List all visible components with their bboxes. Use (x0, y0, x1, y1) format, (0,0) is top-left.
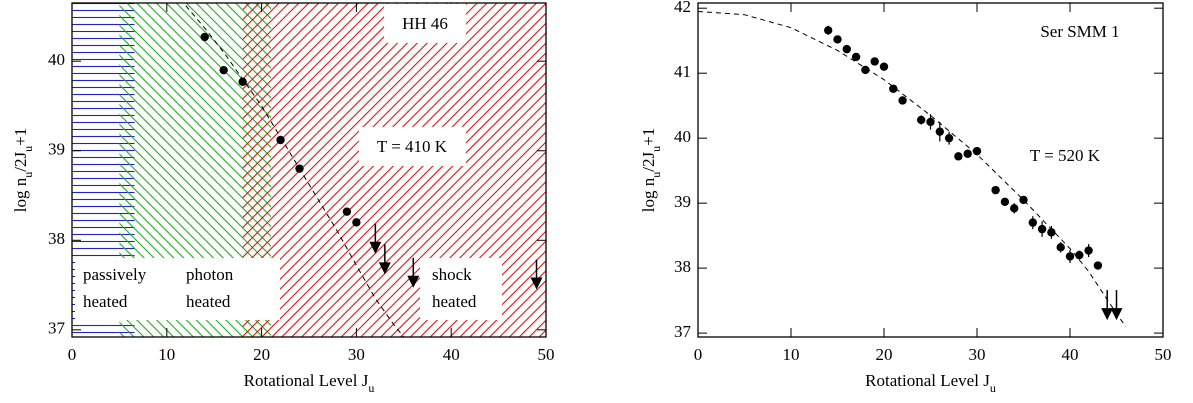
data-point (917, 115, 926, 125)
x-tick-label: 20 (876, 345, 893, 364)
upper-limit-arrow (1101, 308, 1114, 321)
y-tick-label: 38 (674, 257, 691, 276)
data-point (342, 207, 352, 216)
upper-limit-arrow (1110, 308, 1123, 321)
y-axis-label-part: /2J (11, 152, 30, 172)
y-tick-label: 40 (674, 127, 691, 146)
annotation-box (384, 3, 466, 43)
data-point (889, 84, 898, 93)
data-point (879, 62, 889, 71)
label-box (420, 258, 502, 320)
data-point (1065, 252, 1075, 261)
y-axis-label-part: u (649, 146, 663, 152)
data-point (842, 44, 851, 54)
data-point (276, 135, 285, 145)
x-tick-label: 10 (783, 345, 800, 364)
y-axis-label: log nu/2Ju+1 (11, 128, 35, 212)
data-point (861, 65, 870, 75)
annotation-box (358, 126, 466, 166)
x-tick-label: 50 (538, 345, 555, 364)
x-tick-label: 0 (694, 345, 703, 364)
data-point (991, 185, 1000, 195)
upper-limit-arrow (378, 262, 391, 275)
x-axis-label-part: u (368, 381, 374, 395)
x-axis-label-part: Rotational Level J (865, 371, 990, 390)
x-axis-label-part: Rotational Level J (244, 371, 369, 390)
region-label: heated (83, 292, 128, 311)
label-box (75, 258, 280, 320)
region-label: passively (83, 265, 147, 284)
data-point (1056, 243, 1065, 252)
data-point (824, 26, 833, 35)
y-axis-label-part: u (21, 146, 35, 152)
y-tick-label: 38 (48, 229, 65, 248)
data-point (1000, 197, 1010, 207)
region-label: photon (186, 265, 234, 284)
x-tick-label: 20 (253, 345, 270, 364)
upper-limit-arrow (369, 241, 382, 254)
y-tick-label: 37 (674, 322, 692, 341)
data-point (1084, 246, 1093, 255)
annotation: T = 520 K (1030, 146, 1101, 165)
y-tick-label: 40 (48, 50, 65, 69)
y-axis-label-part: +1 (639, 128, 658, 146)
upper-limit-arrow (407, 275, 420, 288)
data-point (851, 52, 861, 62)
data-point (1075, 250, 1084, 260)
region-label: shock (432, 265, 472, 284)
y-tick-label: 42 (674, 0, 691, 16)
x-tick-label: 30 (348, 345, 365, 364)
data-point (295, 164, 304, 173)
upper-limit-arrow (530, 277, 543, 290)
data-point (1028, 218, 1038, 227)
annotation: HH 46 (402, 14, 448, 33)
data-point (972, 146, 982, 156)
data-point (1093, 261, 1103, 270)
data-point (963, 149, 972, 158)
fit-line (698, 10, 1127, 327)
x-tick-label: 30 (969, 345, 986, 364)
region-label: heated (432, 292, 477, 311)
x-tick-label: 0 (68, 345, 77, 364)
x-axis-label: Rotational Level Ju (244, 371, 375, 395)
y-axis-label-part: u (21, 172, 35, 178)
y-tick-label: 39 (48, 140, 65, 159)
y-tick-label: 39 (674, 192, 691, 211)
y-axis-label-part: /2J (639, 152, 658, 172)
data-point (944, 133, 954, 143)
y-axis-label-part: +1 (11, 128, 30, 146)
annotation: Ser SMM 1 (1040, 22, 1119, 41)
annotation: T = 410 K (377, 137, 448, 156)
y-axis-label-part: u (649, 172, 663, 178)
x-tick-label: 40 (1062, 345, 1079, 364)
x-tick-label: 50 (1155, 345, 1172, 364)
data-point (238, 77, 247, 86)
data-point (954, 152, 963, 161)
x-tick-label: 10 (158, 345, 175, 364)
plot-frame (697, 2, 1164, 338)
y-axis-label-part: log n (11, 177, 30, 212)
x-axis-label-part: u (990, 381, 996, 395)
y-tick-label: 41 (674, 62, 691, 81)
plot-frame (71, 2, 547, 338)
y-axis-label: log nu/2Ju+1 (639, 128, 663, 212)
data-point (219, 65, 228, 75)
data-point (833, 35, 842, 44)
data-point (1047, 228, 1056, 237)
data-point (352, 218, 361, 227)
region-label: heated (186, 292, 231, 311)
data-point (1019, 195, 1028, 205)
y-tick-label: 37 (48, 319, 66, 338)
data-point (200, 32, 209, 42)
data-point (870, 57, 879, 66)
x-tick-label: 40 (443, 345, 460, 364)
data-point (1037, 224, 1047, 234)
y-axis-label-part: log n (639, 177, 658, 212)
x-axis-label: Rotational Level Ju (865, 371, 996, 395)
data-point (926, 117, 935, 127)
data-point (898, 96, 907, 105)
data-point (935, 127, 944, 136)
data-point (1010, 204, 1019, 213)
